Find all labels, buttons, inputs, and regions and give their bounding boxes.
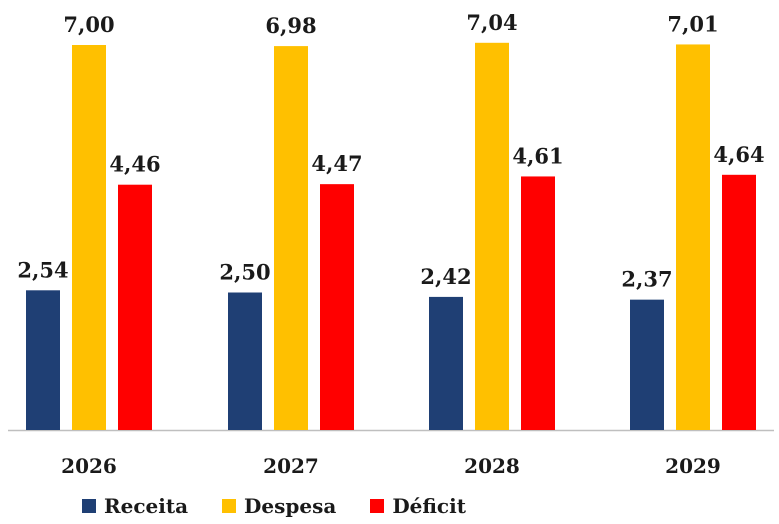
x-tick-label-2026: 2026 (61, 454, 117, 478)
bar-despesa-2027 (274, 46, 308, 430)
bar-deficit-2027 (320, 184, 354, 430)
legend-item-receita: Receita (82, 494, 188, 518)
data-label-receita-2029: 2,37 (621, 267, 672, 292)
x-tick-label-2029: 2029 (665, 454, 721, 478)
x-tick-labels: 2026 2027 2028 2029 (61, 454, 721, 478)
data-label-despesa-2026: 7,00 (63, 12, 114, 37)
bar-receita-2029 (630, 299, 664, 430)
legend: Receita Despesa Déficit (82, 494, 466, 518)
bar-despesa-2029 (676, 44, 710, 430)
x-tick-label-2027: 2027 (263, 454, 319, 478)
x-tick-label-2028: 2028 (464, 454, 520, 478)
bar-receita-2026 (26, 290, 60, 430)
bar-receita-2027 (228, 292, 262, 430)
legend-label-deficit: Déficit (392, 494, 466, 518)
bar-receita-2028 (429, 296, 463, 430)
data-label-receita-2026: 2,54 (17, 257, 68, 282)
bar-deficit-2029 (722, 174, 756, 430)
legend-label-receita: Receita (104, 494, 189, 518)
bar-despesa-2026 (72, 45, 106, 430)
bars-layer (26, 42, 756, 431)
data-label-receita-2028: 2,42 (420, 264, 471, 289)
legend-label-despesa: Despesa (244, 494, 337, 518)
data-label-deficit-2027: 4,47 (311, 151, 362, 176)
data-labels-layer: 2,54 7,00 4,46 2,50 6,98 4,47 2,42 7,04 4,61 2,37… (17, 10, 764, 292)
legend-item-despesa: Despesa (222, 494, 336, 518)
legend-item-deficit: Déficit (370, 494, 466, 518)
data-label-deficit-2026: 4,46 (109, 152, 160, 177)
legend-swatch-despesa (222, 499, 237, 513)
data-label-despesa-2028: 7,04 (466, 10, 517, 35)
data-label-despesa-2027: 6,98 (265, 13, 316, 38)
data-label-despesa-2029: 7,01 (667, 11, 718, 36)
bar-deficit-2028 (521, 176, 555, 430)
data-label-receita-2027: 2,50 (219, 260, 270, 285)
data-label-deficit-2028: 4,61 (512, 143, 563, 168)
legend-swatch-receita (82, 499, 96, 513)
bar-deficit-2026 (118, 184, 152, 430)
bar-despesa-2028 (475, 42, 509, 431)
data-label-deficit-2029: 4,64 (713, 142, 764, 167)
legend-swatch-deficit (370, 499, 385, 513)
